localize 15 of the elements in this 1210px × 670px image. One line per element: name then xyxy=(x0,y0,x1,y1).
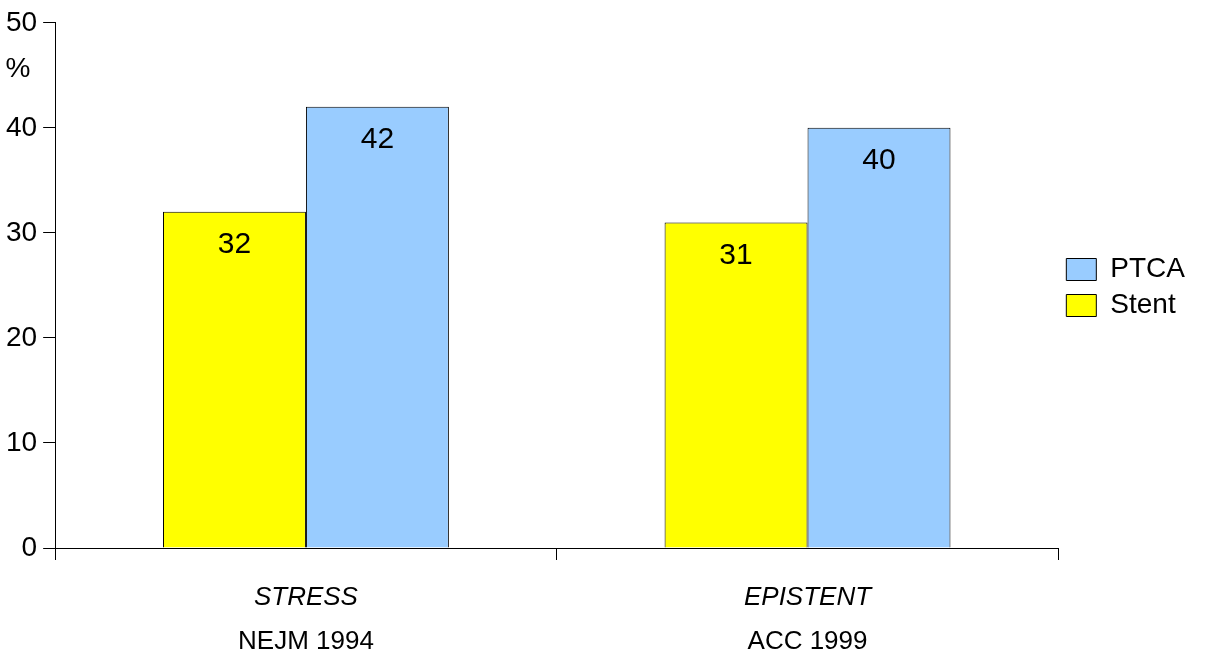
data-label: 32 xyxy=(217,226,252,260)
legend-label: PTCA xyxy=(1110,252,1186,284)
data-label: 40 xyxy=(862,142,896,176)
y-axis-title: % xyxy=(5,51,31,83)
y-tick-label: 50 xyxy=(5,5,38,37)
x-tick-label: STRESS NEJM 1994 xyxy=(238,581,374,656)
y-tick-label: 20 xyxy=(5,320,38,352)
y-tick-label: 30 xyxy=(5,215,38,247)
data-label: 31 xyxy=(719,236,753,270)
y-tick-label: 10 xyxy=(5,425,38,457)
y-tick-label: 0 xyxy=(21,530,38,562)
x-tick-label: EPISTENT ACC 1999 xyxy=(743,581,874,656)
legend-label: Stent xyxy=(1110,288,1176,320)
data-label: 42 xyxy=(360,121,395,155)
y-tick-label: 40 xyxy=(5,110,38,142)
